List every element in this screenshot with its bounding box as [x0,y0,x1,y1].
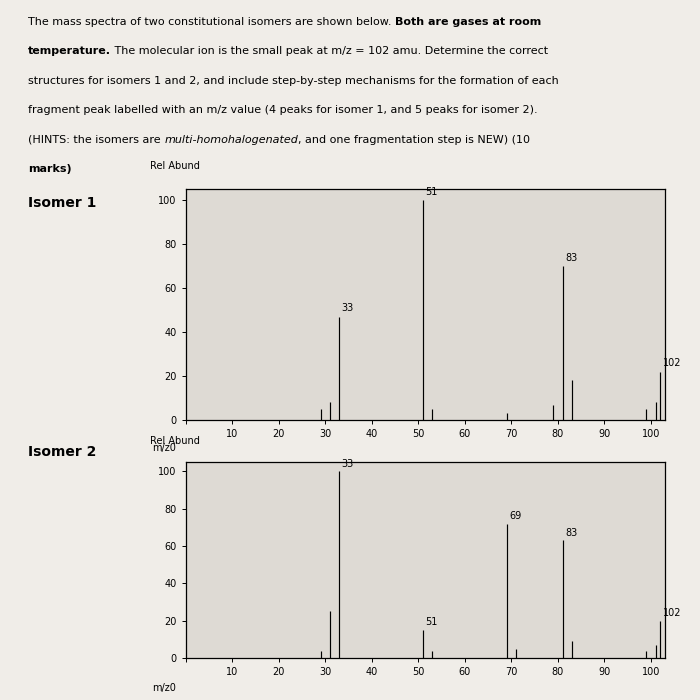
Text: Rel Abund: Rel Abund [150,436,199,447]
Text: 33: 33 [342,303,354,314]
Text: Rel Abund: Rel Abund [150,160,199,171]
Text: 83: 83 [565,253,578,262]
Text: temperature.: temperature. [28,46,111,56]
Text: marks): marks) [28,164,71,174]
Text: The mass spectra of two constitutional isomers are shown below.: The mass spectra of two constitutional i… [28,17,395,27]
Text: fragment peak labelled with an m/z value (4 peaks for isomer 1, and 5 peaks for : fragment peak labelled with an m/z value… [28,105,538,115]
Text: 51: 51 [426,617,438,627]
Text: The molecular ion is the small peak at m/z = 102 amu. Determine the correct: The molecular ion is the small peak at m… [111,46,548,56]
Text: Both are gases at room: Both are gases at room [395,17,541,27]
Text: 83: 83 [565,528,578,538]
Text: (HINTS: the isomers are: (HINTS: the isomers are [28,134,164,144]
Text: structures for isomers 1 and 2, and include step-by-step mechanisms for the form: structures for isomers 1 and 2, and incl… [28,76,559,85]
Text: 102: 102 [663,358,681,368]
Text: 69: 69 [509,511,522,521]
Text: multi-homohalogenated: multi-homohalogenated [164,134,298,144]
Text: 33: 33 [342,458,354,468]
Text: m/z0: m/z0 [152,443,176,453]
Text: , and one fragmentation step is NEW) (10: , and one fragmentation step is NEW) (10 [298,134,530,144]
Text: Isomer 2: Isomer 2 [28,444,97,458]
Text: 102: 102 [663,608,681,618]
Text: 51: 51 [426,187,438,197]
Text: m/z0: m/z0 [152,683,176,694]
Text: Isomer 1: Isomer 1 [28,196,97,210]
